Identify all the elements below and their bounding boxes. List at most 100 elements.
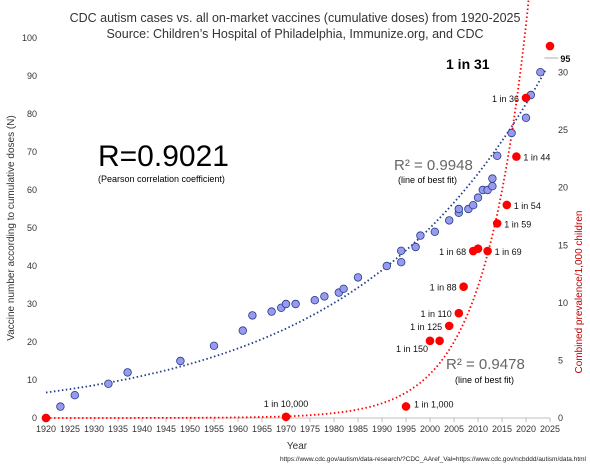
y-left-tick-label: 100 <box>22 33 37 43</box>
x-tick-label: 2010 <box>468 424 488 434</box>
vaccine-point <box>353 273 363 282</box>
vaccine-point <box>445 216 454 225</box>
source-url: https://www.cdc.gov/autism/data-research… <box>280 456 587 463</box>
vaccine-point <box>281 299 291 309</box>
point-label: 1 in 110 <box>420 309 451 319</box>
y-right-tick-label: 30 <box>558 68 568 78</box>
x-tick-label: 1995 <box>396 424 416 434</box>
x-axis-label: Year <box>287 441 308 452</box>
y-right-tick-label: 5 <box>558 355 563 365</box>
x-tick-label: 1975 <box>300 424 320 434</box>
point-label: 1 in 54 <box>514 201 541 211</box>
autism-point <box>281 412 291 422</box>
y-right-tick-label: 15 <box>558 240 568 250</box>
x-tick-label: 1955 <box>204 424 224 434</box>
vaccine-point <box>267 307 276 316</box>
vaccine-point <box>56 402 65 411</box>
point-labels: 1 in 10,000 1 in 1,000 1 in 150 1 in 125 1 i… <box>264 54 571 409</box>
vaccine-point <box>238 326 247 335</box>
autism-point <box>444 321 454 331</box>
autism-point <box>502 200 512 210</box>
x-tick-label: 2025 <box>540 424 560 434</box>
vaccine-point <box>382 261 391 271</box>
y-axis-label-left: Vaccine number according to cumulative d… <box>6 115 17 340</box>
vaccine-point <box>397 246 406 255</box>
r2-red-note: (line of best fit) <box>455 375 514 385</box>
autism-point <box>483 246 492 256</box>
y-left-tick-label: 60 <box>27 185 37 195</box>
trendline-vaccines <box>45 70 546 394</box>
autism-point <box>473 244 483 254</box>
vaccine-point <box>320 292 329 301</box>
vaccine-point <box>493 151 502 160</box>
trendlines <box>45 0 546 419</box>
r-value: R=0.9021 <box>98 140 229 173</box>
point-label: 1 in 1,000 <box>414 399 454 409</box>
autism-point <box>454 308 464 318</box>
x-tick-label: 1925 <box>60 424 80 434</box>
vaccine-point <box>521 113 531 122</box>
autism-point <box>401 402 411 411</box>
y-left-tick-label: 0 <box>32 413 37 423</box>
y-left-tick-label: 20 <box>27 337 37 347</box>
y-right-tick-label: 20 <box>558 183 568 193</box>
y-left-tick-label: 40 <box>27 261 37 271</box>
x-tick-label: 1960 <box>228 424 248 434</box>
autism-point <box>545 41 555 51</box>
vaccine-point <box>104 379 113 388</box>
vaccine-point <box>454 204 463 214</box>
x-tick-label: 1945 <box>156 424 176 434</box>
autism-point <box>41 413 51 423</box>
top-label: 1 in 31 <box>446 56 490 72</box>
x-tick-label: 1920 <box>36 424 56 434</box>
point-label: 1 in 69 <box>495 247 522 257</box>
y-left-tick-label: 10 <box>27 375 37 385</box>
x-tick-label: 2005 <box>444 424 464 434</box>
x-tick-label: 2015 <box>492 424 512 434</box>
autism-point <box>459 282 468 292</box>
x-tick-label: 1950 <box>180 424 200 434</box>
autism-point <box>512 152 521 161</box>
vaccine-point <box>248 311 257 320</box>
y-right-tick-label: 25 <box>558 125 568 135</box>
autism-point <box>492 219 502 228</box>
autism-point <box>425 336 435 346</box>
point-label: 1 in 125 <box>410 322 442 332</box>
chart-subtitle: Source: Children’s Hospital of Philadelp… <box>106 27 483 41</box>
point-label: 1 in 10,000 <box>264 399 309 409</box>
r2-blue: R² = 0.9948 <box>394 157 473 174</box>
axes: 1920 1925 1930 1935 1940 1945 1950 1955 1960 1965… <box>22 33 568 434</box>
y-left-tick-label: 90 <box>27 71 37 81</box>
x-tick-label: 1935 <box>108 424 128 434</box>
x-tick-label: 2000 <box>420 424 440 434</box>
y-left-tick-label: 30 <box>27 299 37 309</box>
y-left-tick-label: 50 <box>27 223 37 233</box>
data-points <box>41 41 555 423</box>
point-label: 1 in 36 <box>492 94 519 104</box>
vaccine-point <box>339 284 348 293</box>
y-axis-label-right: Combined prevalence/1,000 children <box>574 211 585 374</box>
point-label: 1 in 68 <box>439 247 466 257</box>
y-right-tick-label: 10 <box>558 298 568 308</box>
vaccine-point <box>209 341 219 350</box>
x-tick-label: 1965 <box>252 424 272 434</box>
vaccine-point <box>70 391 79 400</box>
point-label: 1 in 88 <box>430 283 457 293</box>
vaccine-point <box>310 296 319 305</box>
y-right-tick-label: 0 <box>558 413 563 423</box>
vaccine-point <box>430 227 439 236</box>
x-tick-label: 1940 <box>132 424 152 434</box>
vaccine-point <box>488 181 497 191</box>
vaccine-point <box>411 242 420 252</box>
point-label: 1 in 44 <box>523 153 550 163</box>
r-note: (Pearson correlation coefficient) <box>98 174 225 184</box>
vaccine-point <box>473 193 483 202</box>
autism-point <box>521 93 531 103</box>
r2-blue-note: (line of best fit) <box>398 175 457 185</box>
vaccine-point <box>536 67 545 77</box>
x-tick-label: 1985 <box>348 424 368 434</box>
x-tick-label: 1970 <box>276 424 296 434</box>
vaccine-point <box>469 200 478 210</box>
x-tick-label: 1990 <box>372 424 392 434</box>
